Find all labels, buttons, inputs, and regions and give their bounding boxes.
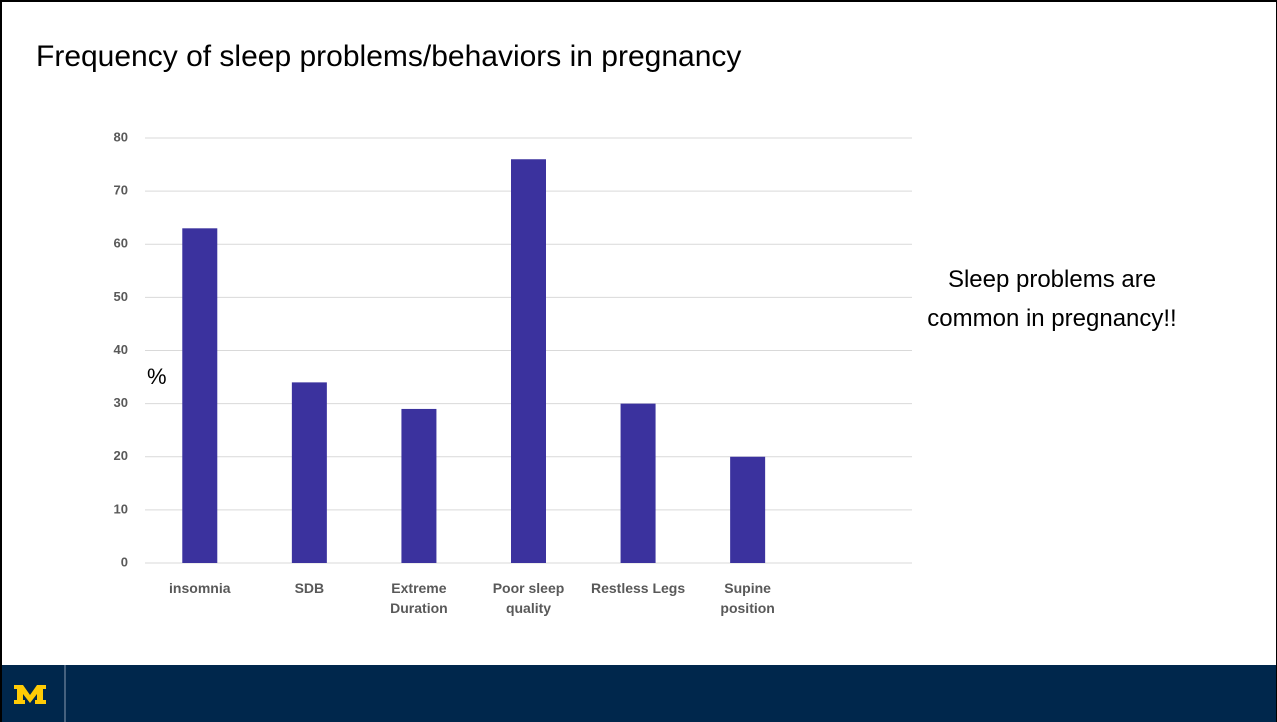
x-tick-label: insomnia [169, 580, 231, 596]
annotation: Sleep problems are common in pregnancy!! [927, 266, 1177, 332]
y-tick-label: 30 [114, 395, 128, 410]
x-tick-label: SDB [294, 580, 325, 596]
y-tick-label: 20 [114, 448, 128, 463]
x-tick-label: Supine position [720, 580, 775, 616]
y-tick-label: 0 [121, 554, 128, 569]
bar [511, 159, 546, 563]
y-axis-label: % [147, 364, 167, 389]
logo-m [14, 685, 46, 704]
bar [291, 382, 327, 563]
x-tick-label: Extreme Duration [390, 580, 448, 616]
y-tick-label: 50 [114, 289, 128, 304]
y-tick-label: 10 [114, 501, 128, 516]
y-tick-label: 70 [114, 183, 128, 198]
footer [2, 665, 1276, 722]
y-tick-label: 80 [114, 129, 128, 144]
y-tick-label: 60 [114, 236, 128, 251]
x-tick-label: Restless Legs [590, 580, 686, 596]
chart-title: Frequency of sleep problems/behaviors in… [36, 40, 742, 73]
x-tick-label: Poor sleep quality [492, 580, 565, 616]
bar [182, 228, 218, 563]
logo [14, 665, 66, 722]
bar [620, 403, 656, 563]
bar [730, 456, 766, 563]
bar [401, 408, 437, 563]
y-tick-label: 40 [114, 342, 128, 357]
